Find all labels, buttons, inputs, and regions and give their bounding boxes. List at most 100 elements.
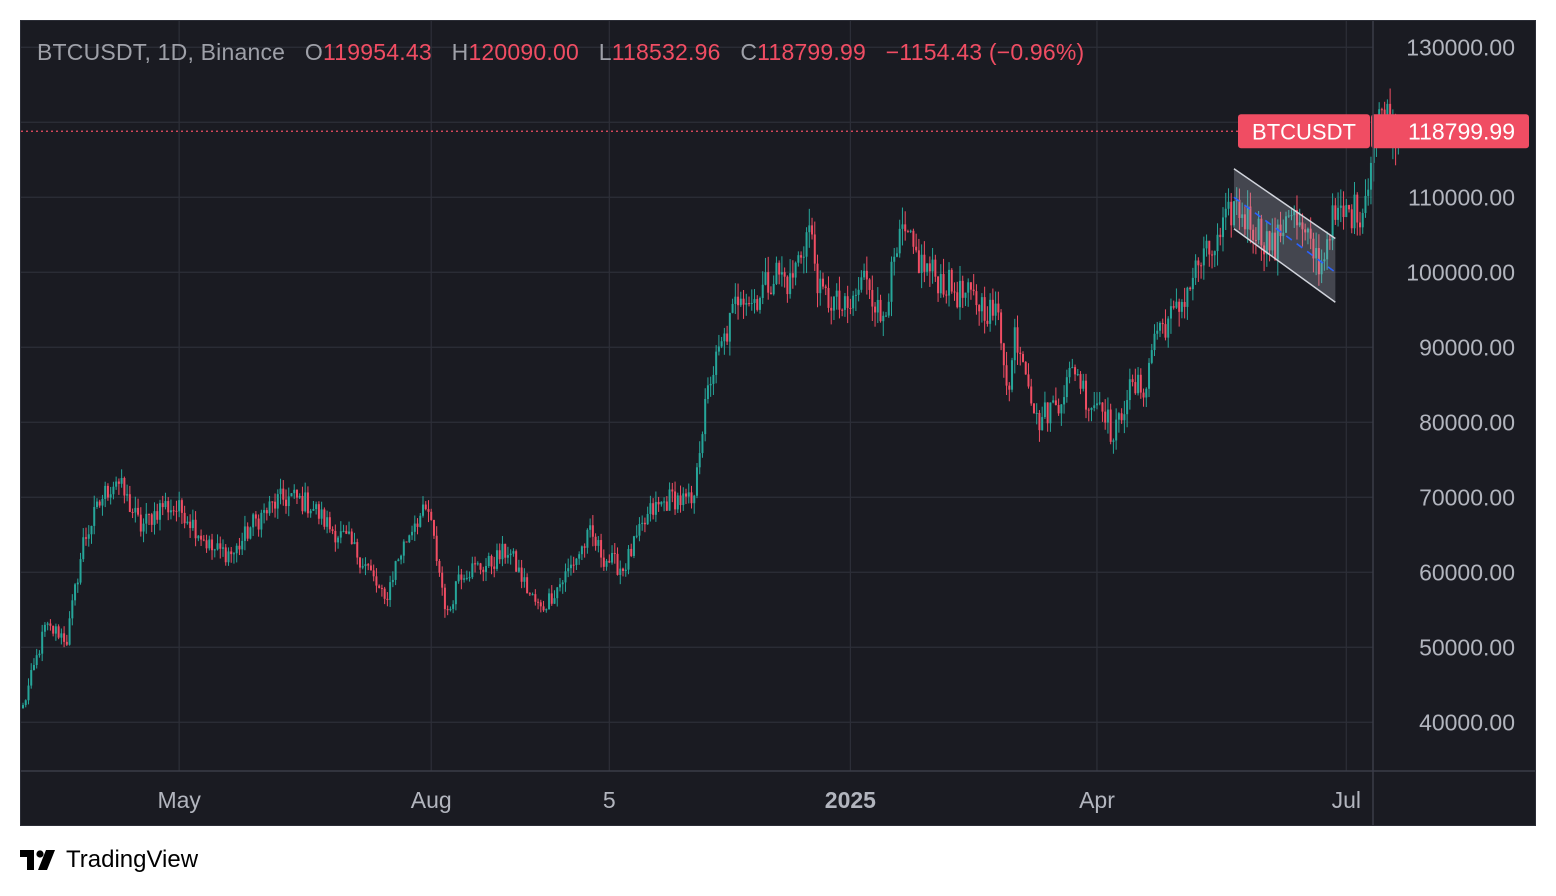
candle-body [460, 574, 463, 580]
candle-body [158, 503, 161, 520]
candle-body [1142, 392, 1145, 398]
candle-body [1117, 413, 1120, 420]
candle-body [1120, 413, 1123, 421]
candle-body [1131, 379, 1134, 383]
candle-body [169, 510, 172, 513]
candle-body [1158, 322, 1161, 331]
candle-body [860, 277, 863, 290]
candle-body [449, 608, 452, 611]
candle-body [594, 536, 597, 546]
candle-body [186, 521, 189, 524]
y-tick-label: 130000.00 [1406, 34, 1515, 60]
candle-body [1104, 411, 1107, 423]
candle-body [438, 561, 441, 573]
candle-body [427, 509, 430, 512]
candle-body [200, 535, 203, 540]
candle-body [1178, 301, 1181, 312]
symbol-label[interactable]: BTCUSDT, 1D, Binance [37, 39, 286, 65]
candle-body [172, 510, 175, 512]
candle-body [1180, 301, 1183, 312]
low-label: L [598, 39, 612, 65]
candle-body [1249, 206, 1252, 230]
candle-body [1241, 214, 1244, 218]
candle-body [654, 501, 657, 515]
candle-body [611, 553, 614, 563]
candle-body [1095, 403, 1098, 406]
candle-body [391, 579, 394, 583]
y-tick-label: 50000.00 [1419, 634, 1515, 660]
candle-body [71, 600, 74, 619]
candle-body [249, 527, 252, 539]
candle-body [1328, 239, 1331, 241]
candle-body [260, 512, 263, 530]
x-tick-label: 5 [603, 787, 616, 813]
candle-body [841, 309, 844, 311]
price-chart[interactable]: BTCUSDT 118799.99 130000.00 110000.00 10000… [21, 21, 1535, 825]
tradingview-logo[interactable]: TradingView [20, 846, 198, 874]
candle-body [276, 494, 279, 509]
candle-body [1011, 360, 1014, 390]
candle-body [989, 299, 992, 324]
candle-body [1364, 195, 1367, 214]
candle-body [1309, 228, 1312, 239]
candle-body [348, 531, 351, 534]
candle-body [112, 486, 115, 495]
candle-body [843, 296, 846, 310]
candle-body [164, 501, 167, 508]
candle-body [600, 540, 603, 558]
symbol-tag[interactable] [1238, 114, 1370, 149]
candle-body [279, 488, 282, 495]
candle-body [748, 303, 751, 305]
candle-body [98, 501, 101, 506]
candle-body [750, 302, 753, 304]
candle-body [1186, 287, 1189, 307]
candle-body [605, 560, 608, 567]
candle-body [761, 284, 764, 298]
candle-body [52, 625, 55, 634]
candle-body [778, 262, 781, 275]
axes: 130000.00 110000.00 100000.00 90000.00 80000… [21, 21, 1535, 825]
candle-body [1134, 382, 1137, 394]
candle-body [805, 232, 808, 257]
candle-body [252, 514, 255, 528]
candle-body [211, 539, 214, 551]
last-price-tag [1371, 114, 1529, 149]
candle-body [1076, 374, 1079, 376]
candle-body [808, 225, 811, 233]
candle-body [739, 298, 742, 306]
candle-body [219, 543, 222, 549]
candle-body [27, 685, 30, 701]
candle-body [422, 504, 424, 516]
candle-body [1049, 402, 1052, 424]
candle-body [167, 501, 170, 513]
candle-body [334, 530, 337, 543]
candle-body [934, 259, 937, 277]
candle-body [46, 623, 49, 625]
candle-body [1068, 367, 1071, 378]
candle-body [1361, 213, 1364, 228]
candle-body [106, 485, 109, 498]
candle-body [498, 550, 501, 560]
candle-body [923, 254, 926, 272]
candle-body [1137, 374, 1140, 394]
candle-body [723, 333, 726, 342]
candle-body [104, 485, 107, 499]
y-tick-label: 70000.00 [1419, 484, 1515, 510]
candle-body [1054, 400, 1057, 406]
candle-body [1043, 402, 1046, 418]
candle-body [468, 577, 471, 579]
open-label: O [304, 39, 324, 65]
candle-body [189, 521, 192, 529]
channel-lower-line[interactable] [1233, 228, 1336, 303]
candle-body [1232, 201, 1235, 226]
candle-body [1216, 234, 1219, 252]
candle-body [1243, 214, 1246, 230]
candle-body [1175, 301, 1178, 308]
candle-body [608, 560, 611, 563]
candle-body [479, 563, 482, 570]
channel-drawing[interactable] [1233, 168, 1336, 303]
candle-body [632, 536, 635, 556]
channel-upper-line[interactable] [1233, 168, 1336, 240]
candle-body [315, 504, 318, 510]
candle-body [1348, 205, 1351, 210]
